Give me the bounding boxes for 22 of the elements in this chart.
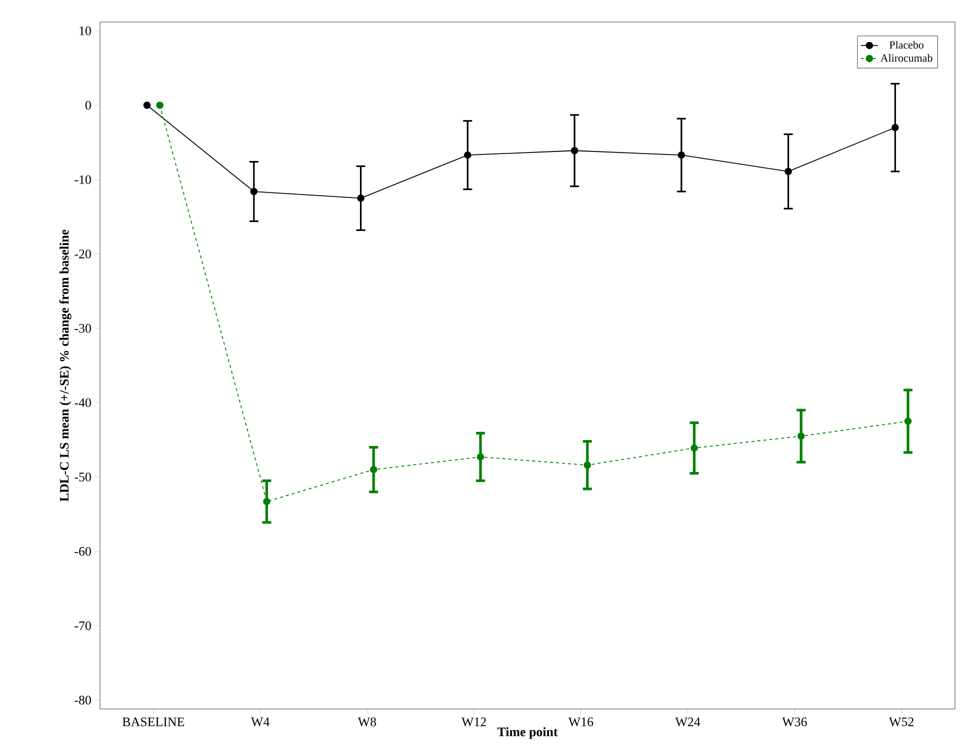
y-axis-title: LDL-C LS mean (+/-SE) % change from baseline xyxy=(59,230,72,502)
x-tick-label: W8 xyxy=(358,718,376,726)
y-tick-label: -50 xyxy=(74,472,91,482)
x-tick-label: W24 xyxy=(675,718,700,726)
x-tick-label: W12 xyxy=(461,718,486,726)
x-tick-label: W4 xyxy=(250,718,270,726)
y-tick-label: -60 xyxy=(74,547,91,556)
legend-label: Alirocumab xyxy=(880,54,932,62)
y-tick-label: -80 xyxy=(74,696,91,704)
y-tick-label: 0 xyxy=(86,100,91,110)
y-tick-label: -20 xyxy=(74,250,91,258)
y-tick-label: -10 xyxy=(74,175,91,184)
y-tick-label: -30 xyxy=(74,324,91,333)
x-axis-title: Time point xyxy=(497,727,558,739)
x-tick-label: BASELINE xyxy=(122,718,184,726)
y-tick-label: -40 xyxy=(74,398,91,408)
x-tick-label: W16 xyxy=(568,718,594,726)
legend-label: Placebo xyxy=(890,40,924,49)
x-tick-label: W36 xyxy=(782,718,807,726)
y-tick-label: 10 xyxy=(80,26,91,36)
x-tick-label: W52 xyxy=(889,718,914,726)
y-tick-label: -70 xyxy=(74,621,91,630)
